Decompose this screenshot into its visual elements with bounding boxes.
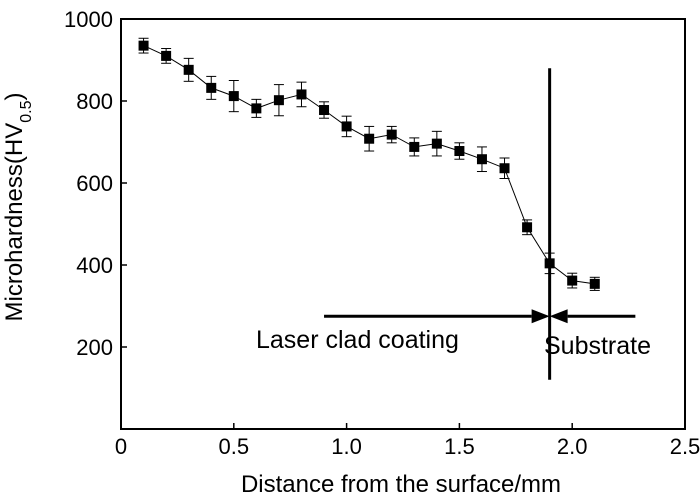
x-tick-label: 2.5 xyxy=(670,434,700,459)
data-point xyxy=(386,129,397,140)
data-point xyxy=(431,138,442,149)
x-tick-label: 0.5 xyxy=(219,434,250,459)
data-point xyxy=(499,163,510,174)
data-point xyxy=(161,50,172,61)
data-point xyxy=(296,89,307,100)
data-point xyxy=(476,154,487,165)
substrate-arrow-head xyxy=(549,309,568,324)
y-tick-label: 200 xyxy=(76,335,113,360)
data-point xyxy=(522,222,533,233)
data-point xyxy=(319,105,330,116)
data-point xyxy=(206,82,217,93)
y-axis-title-subscript: 0.5 xyxy=(18,100,35,122)
substrate-label: Substrate xyxy=(544,332,651,360)
data-point xyxy=(589,278,600,289)
data-point xyxy=(251,103,262,114)
y-tick-label: 400 xyxy=(76,253,113,278)
y-axis-title-close: ) xyxy=(1,93,28,101)
x-tick-label: 1.5 xyxy=(444,434,475,459)
data-point xyxy=(228,91,239,102)
y-tick-label: 600 xyxy=(76,171,113,196)
x-axis-title: Distance from the surface/mm xyxy=(241,471,561,498)
data-point xyxy=(273,95,284,106)
plot-frame xyxy=(120,18,686,430)
x-tick-label: 1.0 xyxy=(331,434,362,459)
data-point xyxy=(567,275,578,286)
x-tick-label: 2.0 xyxy=(557,434,588,459)
y-tick-label: 800 xyxy=(76,89,113,114)
coating-arrow-head xyxy=(531,309,550,324)
y-tick-label: 1000 xyxy=(64,7,113,32)
data-point xyxy=(341,121,352,132)
data-point xyxy=(364,133,375,144)
data-point xyxy=(454,146,465,157)
data-point xyxy=(183,64,194,75)
data-point xyxy=(409,141,420,152)
y-axis-title: Microhardness(HV0.5) xyxy=(1,93,35,322)
y-axis-title-main: Microhardness(HV xyxy=(1,123,28,322)
data-point xyxy=(138,40,149,51)
coating-label: Laser clad coating xyxy=(256,326,459,354)
x-tick-label: 0 xyxy=(115,434,127,459)
